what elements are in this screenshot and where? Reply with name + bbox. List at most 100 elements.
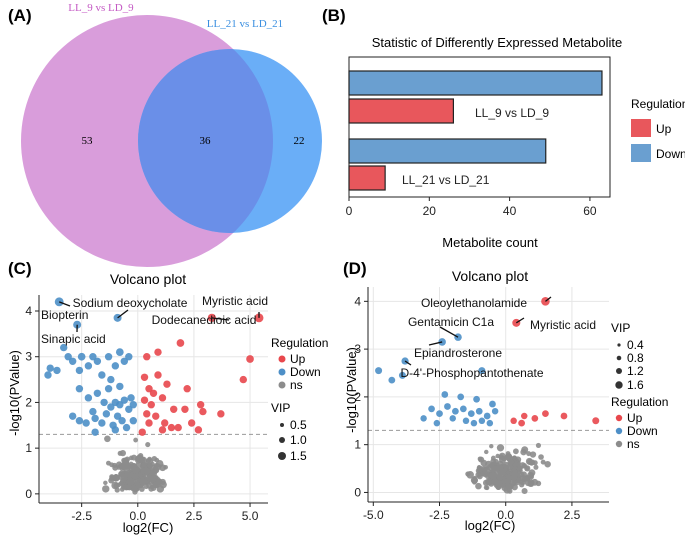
venn-overlap	[138, 49, 273, 233]
volcano-c-point-down	[111, 362, 120, 370]
volcano-d-point-down	[457, 393, 465, 401]
volcano-c-point-ns	[112, 462, 118, 468]
volcano-d-point-down	[467, 410, 475, 417]
volcano-d-point-ns	[504, 453, 513, 461]
bar-legend-up-swatch	[631, 119, 651, 137]
volcano-c-point-up	[147, 401, 155, 409]
volcano-c-point-down	[116, 382, 124, 391]
volcano-c-vip-dot-small	[280, 423, 284, 427]
volcano-d-title: Volcano plot	[452, 268, 528, 284]
volcano-c-legend-up-label: Up	[290, 352, 306, 366]
volcano-d-point-ns	[529, 451, 537, 458]
volcano-c-point-down	[89, 407, 97, 416]
panel-d: (D) Volcano plot -5.0 -2.5 0.0 2.5 0 1 2 3 4 Oleo…	[343, 259, 668, 533]
volcano-d-point-down	[462, 417, 470, 425]
volcano-c-point-up	[158, 394, 167, 402]
volcano-d-point-down	[452, 407, 459, 415]
bar-x-axis-label: Metabolite count	[442, 235, 538, 250]
volcano-c-point-ns	[119, 481, 125, 486]
volcano-c-point-down	[64, 353, 72, 361]
volcano-c-point-ns	[146, 458, 152, 464]
volcano-c-point-ns	[124, 456, 131, 463]
volcano-c-label-leader-1	[58, 301, 71, 307]
volcano-c-point-down	[129, 401, 137, 409]
volcano-d-y-tick-label-4: 4	[354, 294, 361, 308]
volcano-d-point-down	[441, 391, 449, 398]
volcano-c-y-tick-label-1: 1	[25, 441, 32, 455]
volcano-d-point-ns	[524, 465, 531, 472]
volcano-c-point-ns	[134, 480, 141, 487]
volcano-d-point-down	[475, 407, 483, 415]
volcano-d-point-up	[560, 412, 568, 420]
volcano-c-point-ns	[149, 469, 157, 476]
volcano-c-point-up	[163, 380, 171, 388]
volcano-c-point-up	[196, 401, 205, 409]
volcano-d-vip-label-4: 1.6	[627, 378, 644, 392]
volcano-c-point-down	[100, 398, 108, 407]
volcano-c-point-up	[143, 353, 151, 361]
volcano-c-legend-ns-dot	[278, 381, 286, 389]
volcano-c-point-down	[98, 419, 106, 427]
volcano-d-point-ns	[512, 455, 517, 461]
volcano-c-point-down	[75, 366, 84, 375]
volcano-c-point-ns	[151, 455, 158, 462]
volcano-c-point-ns	[112, 474, 120, 482]
volcano-d-point-ns	[472, 475, 478, 481]
volcano-d-point-ns	[496, 444, 505, 452]
volcano-d-point-down	[449, 415, 456, 422]
volcano-d-point-down	[428, 405, 435, 413]
venn-set-right-label: LL_21 vs LD_21	[207, 18, 283, 30]
volcano-c-point-ns	[126, 484, 133, 491]
volcano-c-point-ns	[139, 477, 146, 485]
volcano-c-point-up	[183, 385, 191, 393]
volcano-c-point-ns	[104, 435, 111, 443]
volcano-d-point-ns	[505, 477, 512, 484]
volcano-d-legend-ns-dot	[615, 440, 623, 448]
volcano-d-point-ns	[501, 455, 507, 462]
volcano-c-y-tick-label-4: 4	[25, 304, 32, 318]
volcano-d-point-ns	[528, 472, 535, 478]
volcano-c-point-down	[125, 405, 133, 413]
volcano-c-point-up	[176, 339, 185, 347]
volcano-c-point-down	[116, 401, 124, 409]
volcano-d-point-ns	[488, 472, 495, 479]
volcano-c-vip-label-3: 1.5	[290, 449, 307, 463]
volcano-d-point-label-3: Epiandrosterone	[414, 346, 502, 360]
volcano-d-point-ns	[466, 471, 474, 479]
volcano-c-x-tick-label-2: 2.5	[186, 509, 203, 523]
bar-ll21-down	[348, 138, 547, 164]
volcano-c-point-ns	[127, 477, 135, 486]
volcano-d-point-down	[489, 400, 496, 408]
volcano-c-point-down	[129, 417, 137, 425]
volcano-d-point-up	[531, 415, 539, 422]
volcano-c-point-down	[111, 426, 120, 434]
panel-a: (A) LL_9 vs LD_9 LL_21 vs LD_21 53 36 22	[8, 2, 322, 267]
panel-a-tag: (A)	[8, 6, 32, 25]
volcano-d-vip-dot-4	[615, 381, 623, 389]
volcano-c-legend-down-label: Down	[290, 365, 321, 379]
volcano-d-point-ns	[535, 480, 542, 487]
volcano-c-point-label-1: Biopterin	[41, 308, 88, 322]
volcano-c-point-up	[158, 426, 167, 434]
panel-c: (C) Volcano plot -2.5 0.0 2.5 5.0 0 1 2 3 4 Sodiu…	[7, 259, 328, 535]
volcano-c-point-down	[98, 371, 106, 379]
volcano-d-vip-dot-3	[616, 368, 622, 374]
volcano-d-point-up	[521, 412, 528, 420]
volcano-c-point-up	[217, 410, 225, 418]
volcano-c-point-ns	[154, 463, 162, 471]
bar-ll21-up	[348, 165, 386, 191]
volcano-d-point-ns	[520, 471, 527, 478]
volcano-c-point-up	[167, 423, 176, 432]
panel-c-tag: (C)	[8, 259, 32, 278]
volcano-c-point-down	[68, 357, 77, 365]
panel-d-tag: (D)	[343, 259, 367, 278]
volcano-c-point-ns	[120, 462, 128, 471]
volcano-c-point-down	[93, 389, 102, 397]
volcano-c-point-down	[82, 419, 90, 427]
volcano-c-point-ns	[130, 484, 138, 492]
volcano-c-point-down	[120, 396, 129, 404]
volcano-d-point-up	[512, 318, 521, 327]
volcano-c-point-ns	[109, 474, 115, 480]
volcano-c-point-up	[152, 412, 160, 420]
volcano-d-point-ns	[494, 480, 500, 486]
